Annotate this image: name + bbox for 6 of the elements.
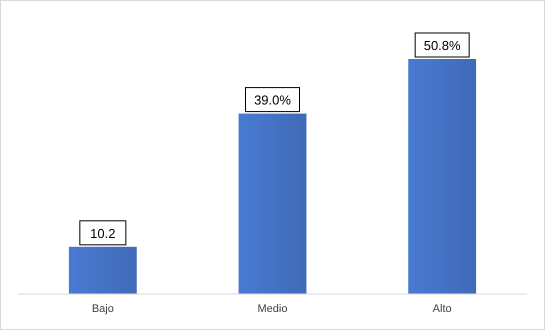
x-tick-label: Alto: [432, 303, 452, 315]
x-tick-label: Bajo: [92, 303, 114, 315]
x-tick-label: Medio: [258, 303, 288, 315]
data-label: 50.8%: [424, 38, 462, 53]
data-label: 10.2: [90, 226, 116, 241]
data-label: 39.0%: [254, 92, 292, 108]
